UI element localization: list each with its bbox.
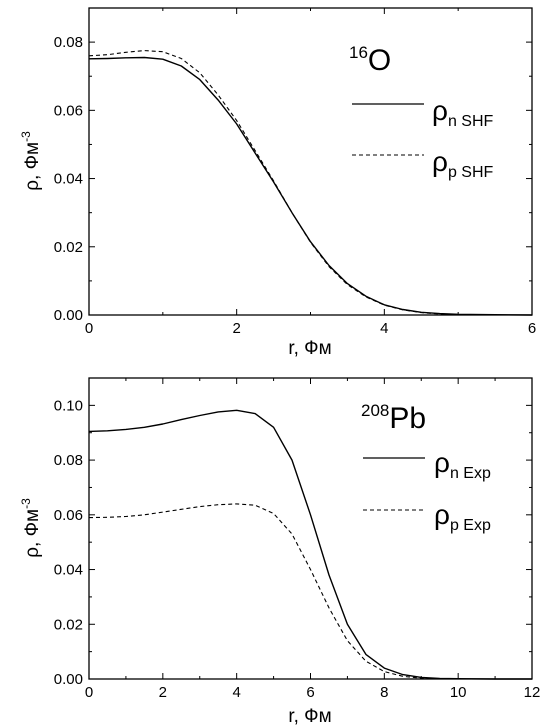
series-line-dashed bbox=[88, 503, 532, 680]
nucleus-symbol: O bbox=[368, 44, 391, 77]
y-tick-label: 0.02 bbox=[54, 616, 83, 633]
legend-label-p: ρp Exp bbox=[434, 499, 491, 534]
series-line-dashed bbox=[88, 50, 532, 316]
legend-label-n: ρn SHF bbox=[432, 95, 494, 130]
x-tick-label: 2 bbox=[159, 684, 167, 701]
plot-frame bbox=[88, 7, 533, 316]
x-tick-label: 4 bbox=[380, 320, 388, 337]
y-axis-label-base: ρ, Фм bbox=[22, 142, 43, 191]
data-series bbox=[88, 50, 533, 316]
y-axis-label: ρ, Фм-3 bbox=[19, 498, 43, 558]
chart-panel-oxygen: 0 2 4 60.000.020.040.060.08 16O ρn SHF ρp S… bbox=[19, 7, 536, 359]
y-axis-label-exponent: -3 bbox=[19, 498, 33, 509]
nucleus-label: 208Pb bbox=[361, 401, 426, 435]
y-tick-label: 0.06 bbox=[54, 507, 83, 524]
legend-subscript: n SHF bbox=[448, 113, 494, 130]
legend-label-p: ρp SHF bbox=[432, 146, 494, 181]
y-tick-label: 0.00 bbox=[54, 307, 83, 324]
legend-symbol: ρ bbox=[432, 95, 448, 126]
nucleus-mass: 16 bbox=[349, 43, 368, 62]
series-line-solid bbox=[88, 409, 532, 680]
legend: ρn SHF ρp SHF bbox=[352, 95, 494, 181]
x-tick-label: 8 bbox=[380, 684, 388, 701]
y-tick-label: 0.04 bbox=[54, 171, 83, 188]
nucleus-mass: 208 bbox=[361, 401, 389, 420]
y-tick-label: 0.04 bbox=[54, 562, 83, 579]
x-tick-label: 6 bbox=[306, 684, 314, 701]
y-axis-label: ρ, Фм-3 bbox=[19, 131, 43, 191]
axes: 0 2 4 6 0.00 0.02 0.04 0.06 0.08 bbox=[54, 8, 536, 337]
nucleus-label: 16O bbox=[349, 43, 391, 77]
x-tick-label: 0 bbox=[85, 320, 93, 337]
x-tick-label: 10 bbox=[450, 684, 467, 701]
y-tick-label: 0.08 bbox=[54, 34, 83, 51]
y-axis-label-base: ρ, Фм bbox=[22, 509, 43, 558]
legend-subscript: n Exp bbox=[450, 465, 491, 482]
x-tick-label: 12 bbox=[524, 684, 541, 701]
legend: ρn Exp ρp Exp bbox=[363, 447, 491, 534]
legend-symbol: ρ bbox=[434, 499, 450, 530]
legend-symbol: ρ bbox=[434, 447, 450, 478]
y-tick-label: 0.06 bbox=[54, 102, 83, 119]
x-tick-label: 2 bbox=[232, 320, 240, 337]
nucleus-symbol: Pb bbox=[389, 402, 426, 435]
chart-panel-lead: 0 2 4 6 8 10 120.000.020.040.060.080.10 208Pb … bbox=[19, 377, 541, 726]
legend-symbol: ρ bbox=[432, 146, 448, 177]
legend-label-n: ρn Exp bbox=[434, 447, 491, 482]
legend-subscript: p Exp bbox=[450, 517, 491, 534]
x-axis-label: r, Фм bbox=[288, 338, 331, 359]
x-tick-label: 0 bbox=[85, 684, 93, 701]
y-tick-label: 0.08 bbox=[54, 452, 83, 469]
legend-subscript: p SHF bbox=[448, 164, 494, 181]
data-series bbox=[88, 409, 532, 680]
y-tick-label: 0.02 bbox=[54, 239, 83, 256]
series-line-solid bbox=[88, 56, 533, 316]
y-tick-label: 0.10 bbox=[54, 397, 83, 414]
x-tick-label: 6 bbox=[528, 320, 536, 337]
x-axis-label: r, Фм bbox=[288, 706, 331, 726]
axes: 0 2 4 6 8 10 12 0.00 0.02 0.04 0.06 0.08 0.10 bbox=[54, 378, 541, 701]
y-axis-label-exponent: -3 bbox=[19, 131, 33, 142]
x-tick-label: 4 bbox=[232, 684, 240, 701]
y-tick-label: 0.00 bbox=[54, 671, 83, 688]
